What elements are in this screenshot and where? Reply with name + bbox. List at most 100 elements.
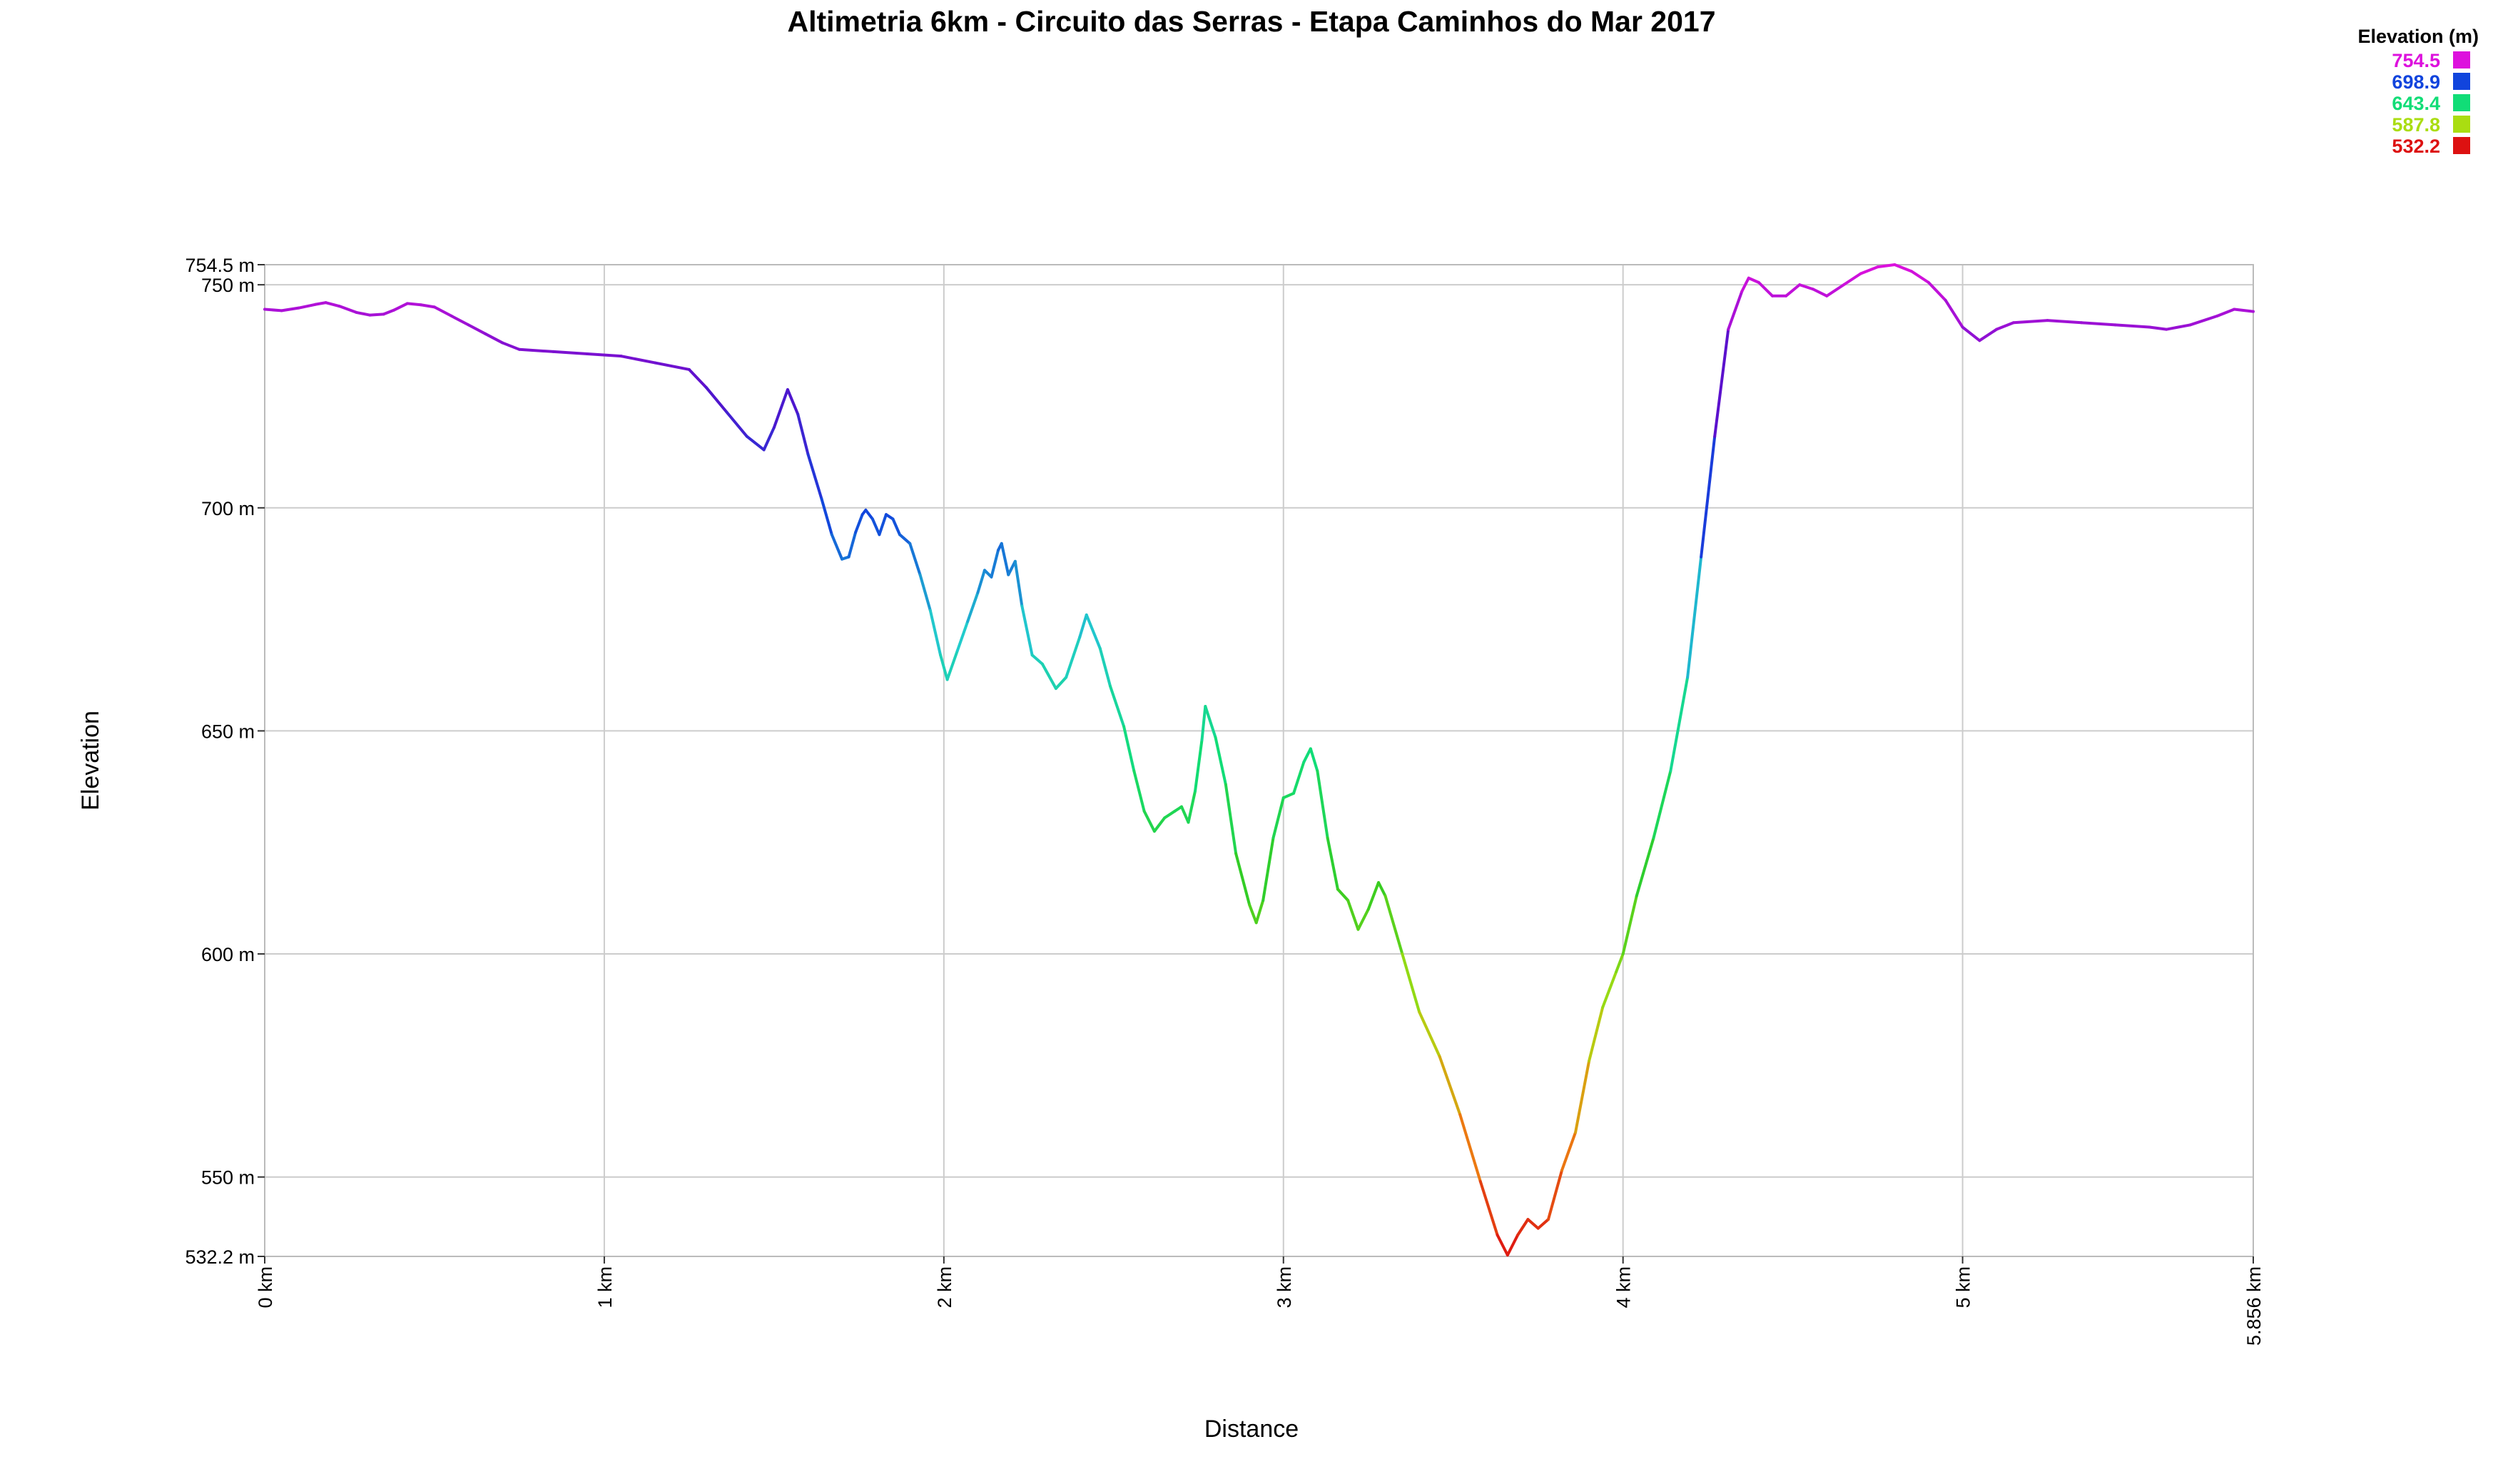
profile-segment [878, 513, 888, 537]
profile-segment [1271, 796, 1285, 840]
profile-segment [966, 591, 980, 624]
profile-segment [1621, 894, 1638, 956]
x-tick-label: 1 km [594, 1266, 616, 1308]
profile-segment [1995, 321, 2015, 331]
profile-segment [368, 312, 385, 317]
profile-segment [1669, 676, 1690, 773]
profile-segment [945, 649, 959, 681]
profile-segment [2165, 323, 2192, 331]
profile-segment [1961, 325, 1981, 342]
y-tick-label: 532.2 m [185, 1246, 255, 1268]
profile-segment [1686, 555, 1703, 679]
profile-segment [928, 609, 943, 657]
legend-swatch [2453, 116, 2470, 133]
profile-segment [1893, 263, 1914, 273]
profile-segment [1356, 908, 1370, 931]
x-tick-label: 4 km [1613, 1266, 1635, 1308]
profile-segment [762, 426, 776, 452]
grid-lines [264, 264, 2254, 1257]
profile-segment [1013, 559, 1024, 608]
profile-segment [898, 533, 912, 545]
x-axis-ticks: 0 km 1 km 2 km 3 km 4 km 5 km 5.856 km [255, 1256, 2265, 1346]
profile-segment [1438, 1054, 1462, 1117]
profile-segment [830, 533, 844, 561]
profile-segment [1978, 327, 1999, 342]
profile-segment [619, 355, 657, 365]
profile-segment [955, 620, 970, 652]
profile-segment [918, 573, 932, 612]
profile-segment [1302, 747, 1312, 764]
profile-segment [1152, 816, 1167, 833]
profile-segment [1336, 888, 1350, 903]
profile-segment [517, 347, 555, 353]
x-tick-label: 3 km [1274, 1266, 1295, 1308]
profile-segment [586, 352, 623, 358]
profile-segment [2113, 323, 2151, 329]
profile-segment [1478, 1179, 1499, 1236]
profile-segment [2148, 325, 2168, 331]
legend-swatch [2453, 73, 2470, 90]
profile-segment [976, 569, 986, 594]
profile-segment [280, 306, 300, 312]
profile-segment [1740, 276, 1750, 293]
profile-segment [1516, 1218, 1530, 1236]
chart-title: Altimetria 6km - Circuito das Serras - E… [787, 5, 1715, 38]
profile-segment [1309, 747, 1319, 773]
profile-segment [1179, 805, 1190, 824]
profile-segment [1747, 276, 1761, 285]
profile-segment [870, 517, 881, 537]
profile-segment [1020, 604, 1034, 657]
y-tick-label: 750 m [201, 275, 255, 296]
profile-segment [1546, 1169, 1564, 1221]
legend-value: 643.4 [2392, 93, 2440, 114]
profile-segment [1078, 613, 1088, 639]
profile-segment [1859, 265, 1879, 275]
profile-segment [1842, 272, 1862, 287]
profile-segment [297, 303, 318, 310]
profile-segment [1526, 1218, 1540, 1230]
profile-segment [891, 517, 901, 537]
profile-segment [1142, 809, 1156, 833]
profile-segment [1261, 836, 1275, 903]
profile-segment [654, 361, 691, 371]
profile-segment [1122, 725, 1136, 773]
profile-segment [908, 542, 922, 576]
profile-segment [864, 508, 874, 521]
profile-segment [1588, 1006, 1605, 1063]
profile-segment [1574, 1059, 1591, 1134]
plot-frame [264, 264, 2254, 1257]
legend-value: 532.2 [2392, 136, 2440, 157]
profile-segment [467, 323, 487, 335]
profile-segment [2046, 319, 2083, 325]
y-tick-label: 754.5 m [185, 255, 255, 276]
profile-segment [1927, 281, 1947, 303]
profile-segment [1825, 283, 1846, 298]
profile-segment [484, 332, 504, 345]
profile-segment [337, 305, 358, 314]
profile-segment [1635, 836, 1655, 898]
legend-value: 587.8 [2392, 114, 2440, 136]
profile-segment [1316, 769, 1329, 840]
profile-segment [1713, 327, 1730, 438]
legend-value: 754.5 [2392, 50, 2440, 71]
profile-segment [806, 452, 823, 501]
profile-segment [432, 305, 453, 317]
profile-segment [1383, 894, 1404, 956]
profile-segment [314, 301, 328, 306]
profile-segment [1292, 761, 1306, 795]
profile-segment [1030, 654, 1044, 666]
profile-segment [450, 314, 470, 327]
profile-segment [1401, 952, 1421, 1014]
profile-segment [392, 302, 409, 312]
profile-segment [854, 513, 864, 534]
profile-segment [355, 310, 372, 317]
profile-segment [405, 302, 422, 307]
profile-segment [1366, 881, 1381, 911]
profile-segment [772, 388, 789, 430]
profile-segment [1007, 559, 1017, 576]
profile-segment [687, 367, 708, 389]
profile-segment [1496, 1233, 1509, 1257]
